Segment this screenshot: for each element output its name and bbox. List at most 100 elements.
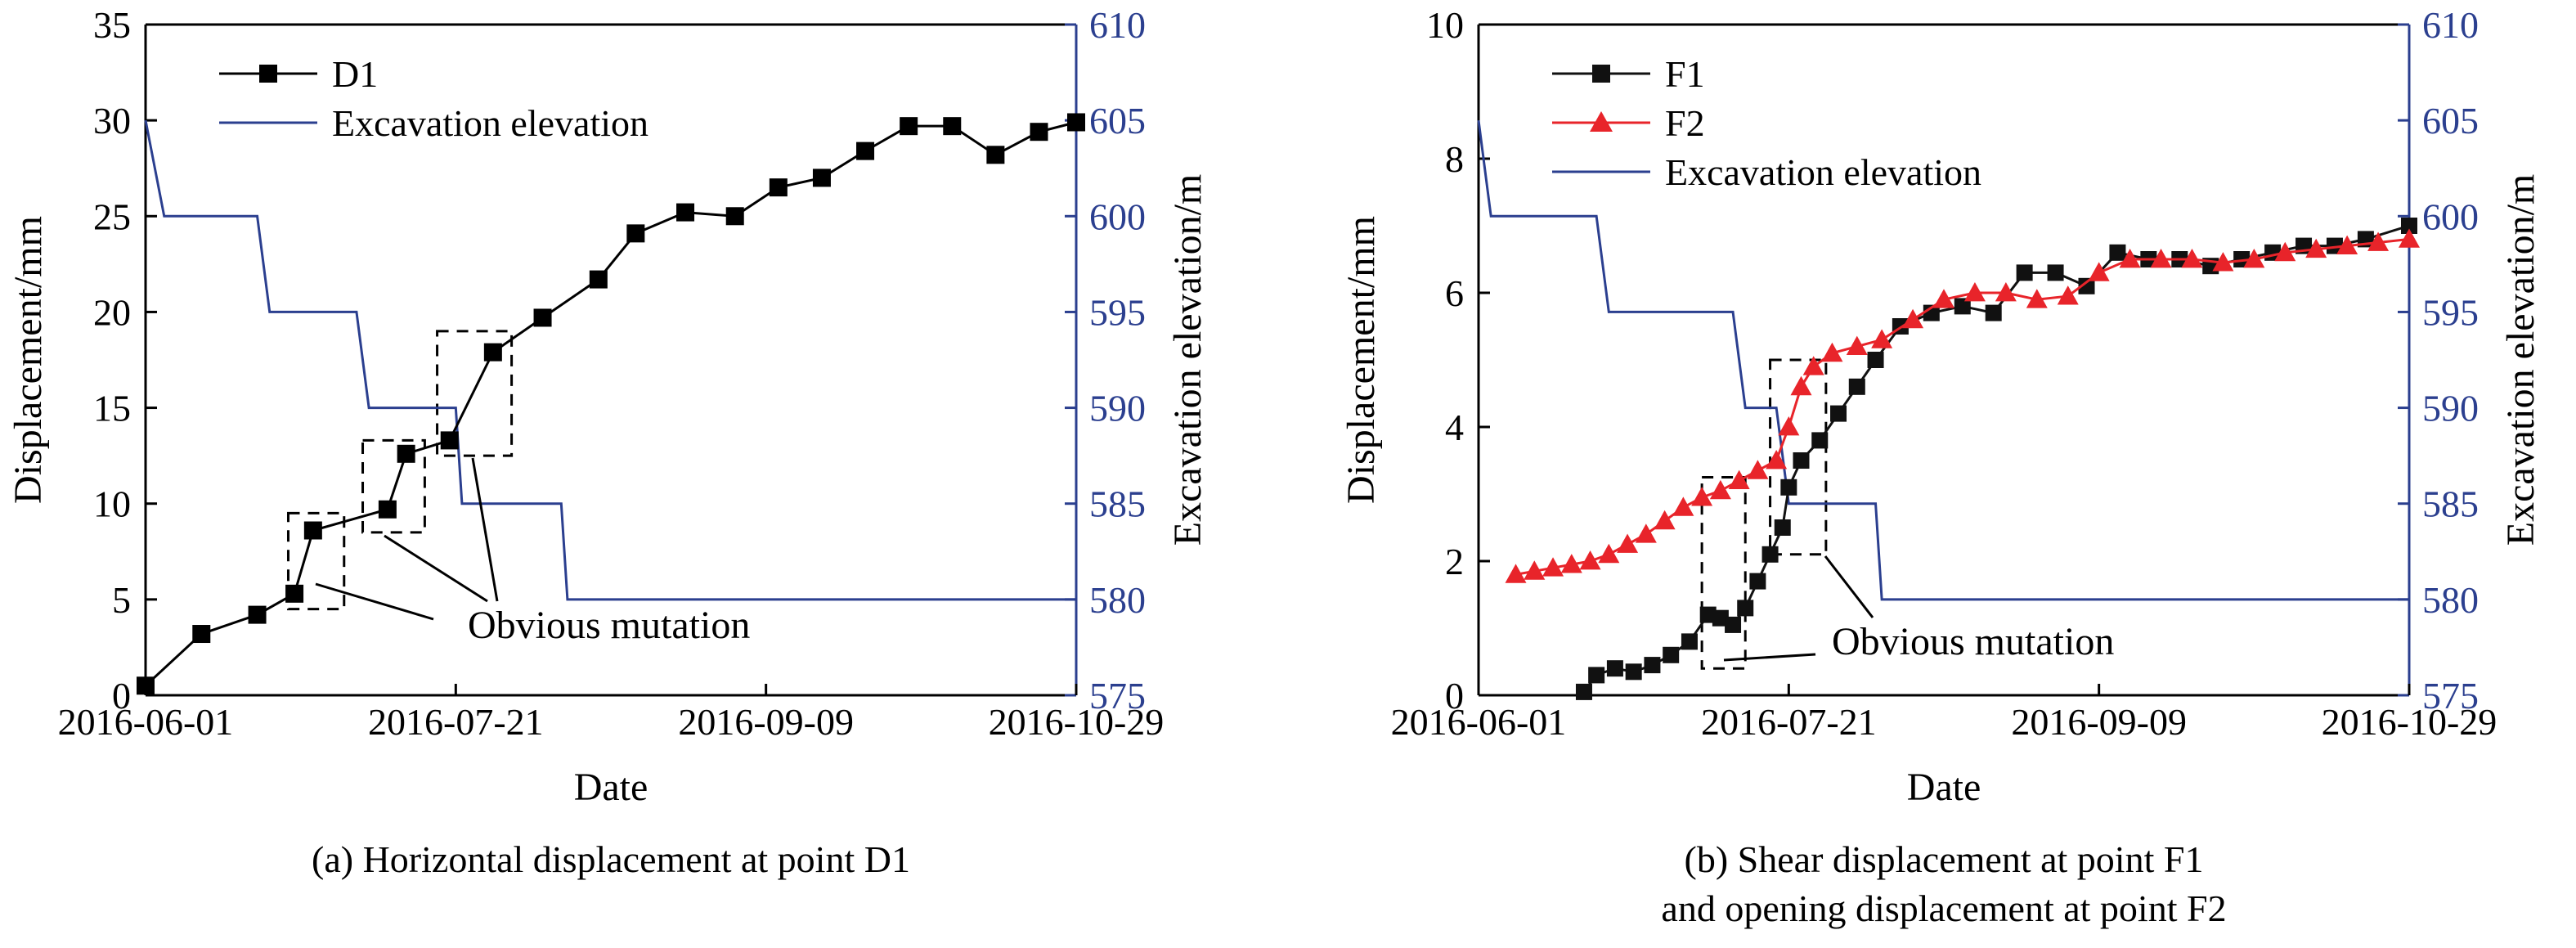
point-d1 [192,625,211,644]
legend-label: Excavation elevation [1665,151,1981,193]
point-f2 [2336,235,2358,254]
point-f1 [1749,573,1766,590]
point-f2 [1995,282,2017,302]
y2-tick-label: 610 [2422,4,2479,46]
y-tick-label: 35 [93,4,131,46]
point-f1 [2233,251,2251,267]
point-f1 [1954,298,1971,315]
y-tick-label: 25 [93,195,131,237]
point-d1 [1067,113,1085,132]
point-f1 [1663,646,1680,663]
caption: (b) Shear displacement at point F1 [1685,838,2204,880]
point-f2 [1691,487,1713,506]
chart-b: 0 2 4 6 8 10 575 580 585 590 595 600 605 610 2016-06-0… [1340,4,2542,929]
caption: (a) Horizontal displacement at point D1 [312,838,910,880]
point-f2 [1846,335,1868,355]
point-f2 [1821,342,1843,362]
point-f1 [1761,546,1779,563]
y2-tick-label: 605 [1089,100,1146,142]
chart-a: 0 5 10 15 20 25 30 35 575 580 585 590 595 600 605 610 20… [7,4,1209,880]
point-f1 [1793,452,1810,469]
point-f1 [1575,683,1592,700]
annotation-leader [384,534,488,603]
point-f2 [2057,285,2079,305]
point-f2 [2367,231,2390,251]
annotation-leader [315,582,434,621]
y2-tick-label: 590 [1089,388,1146,429]
point-f1 [1681,633,1698,650]
point-f2 [1579,550,1601,570]
point-d1 [986,146,1005,164]
point-f1 [1588,667,1605,684]
point-d1 [137,676,155,695]
point-d1 [725,207,744,226]
point-f1 [2401,218,2417,234]
y-tick-label: 6 [1445,272,1464,314]
point-d1 [676,203,695,222]
point-f2 [1802,356,1824,375]
y2-axis-label: Excavation elevation/m [2499,174,2542,546]
x-tick-label: 2016-06-01 [58,701,234,743]
point-f1 [1848,378,1865,395]
legend-marker [259,65,277,83]
y-axis-label: Displacement/mm [1340,216,1383,504]
annotation-text: Obvious mutation [1832,620,2114,663]
y-tick-label: 30 [93,100,131,142]
point-f2 [1635,523,1657,543]
point-d1 [769,178,788,197]
y-tick-label: 5 [112,579,131,621]
legend-marker [1592,65,1610,83]
point-d1 [589,270,608,289]
y2-tick-label: 575 [2422,675,2479,717]
point-f2 [1933,289,1954,308]
x-tick-label: 2016-07-21 [368,701,544,743]
annotation-text: Obvious mutation [468,604,750,647]
point-f2 [1963,282,1986,302]
legend-label: Excavation elevation [332,102,648,144]
point-d1 [856,142,875,160]
point-f2 [2399,228,2420,248]
y-tick-label: 8 [1445,138,1464,180]
point-f2 [1542,557,1564,577]
point-f1 [1985,304,2002,321]
point-f1 [2016,264,2033,281]
point-f1 [1774,519,1791,536]
series-line-d1 [144,121,1077,687]
point-f2 [1709,479,1731,500]
mutation-box [361,438,426,534]
legend-label: D1 [332,53,378,95]
x-tick-label: 2016-09-09 [678,701,854,743]
point-f2 [1672,496,1694,516]
point-f1 [1737,600,1754,617]
point-d1 [1030,123,1048,142]
point-f1 [1644,657,1661,674]
point-f2 [1654,510,1676,530]
y2-tick-label: 585 [2422,483,2479,525]
point-d1 [900,117,918,136]
y2-tick-label: 605 [2422,100,2479,142]
point-f1 [1780,478,1797,496]
point-d1 [483,343,502,362]
point-f2 [1598,543,1620,564]
point-f2 [2212,252,2234,272]
annotation-leader [1723,653,1816,662]
y-tick-label: 2 [1445,541,1464,582]
point-f2 [2274,241,2296,262]
point-f1 [1811,432,1829,449]
point-d1 [248,605,267,624]
x-tick-label: 2016-09-09 [2011,701,2187,743]
y2-tick-label: 580 [1089,579,1146,621]
mutation-box [286,511,346,611]
point-f1 [1712,609,1729,627]
x-tick-label: 2016-06-01 [1391,701,1567,743]
y2-tick-label: 610 [1089,4,1146,46]
y2-tick-label: 600 [2422,195,2479,237]
series-line-f2 [1515,237,2410,576]
point-d1 [285,584,304,603]
point-d1 [303,521,322,540]
point-f1 [2326,237,2343,254]
y-axis-label: Displacement/mm [7,216,50,504]
point-f1 [1725,616,1742,633]
point-f2 [1560,554,1582,573]
